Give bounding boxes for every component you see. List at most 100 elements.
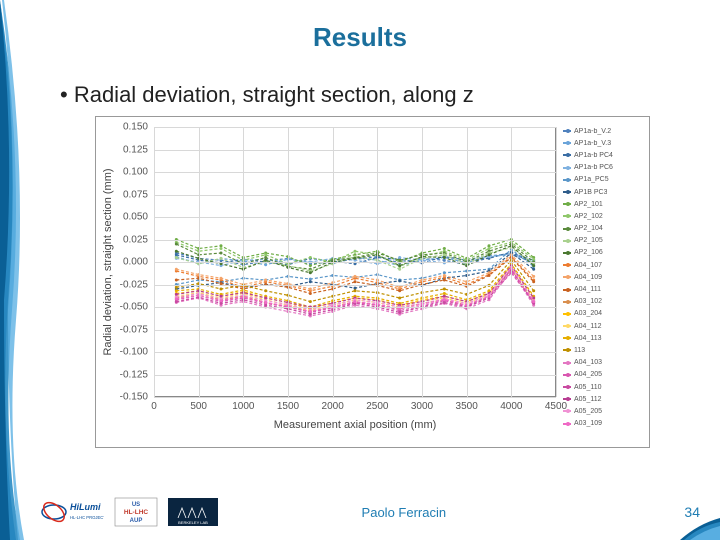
y-tick-label: 0.000 [123, 257, 148, 268]
footer-logos: HiLumi HL-LHC PROJECT US HL-LHC AUP BERK… [40, 497, 218, 527]
legend-label: AP2_102 [574, 213, 603, 220]
legend-label: AP2_106 [574, 249, 603, 256]
legend-label: AP1B PC3 [574, 189, 607, 196]
y-tick-label: -0.075 [120, 324, 148, 335]
legend-swatch [563, 142, 571, 144]
hilumi-logo: HiLumi HL-LHC PROJECT [40, 497, 104, 527]
x-tick-label: 2000 [322, 401, 344, 412]
legend-swatch [563, 349, 571, 351]
legend-swatch [563, 374, 571, 376]
legend-label: A03_102 [574, 298, 602, 305]
us-hllhc-logo: US HL-LHC AUP [114, 497, 158, 527]
x-tick-label: 1000 [232, 401, 254, 412]
legend-label: AP2_104 [574, 225, 603, 232]
legend-item: A05_110 [563, 381, 643, 393]
grid-line-horizontal [154, 217, 556, 218]
legend-item: AP2_102 [563, 210, 643, 222]
legend-swatch [563, 386, 571, 388]
footer: HiLumi HL-LHC PROJECT US HL-LHC AUP BERK… [40, 494, 700, 530]
legend-item: AP1a-b_V.3 [563, 137, 643, 149]
x-tick-label: 3000 [411, 401, 433, 412]
legend-label: A05_205 [574, 408, 602, 415]
legend-swatch [563, 410, 571, 412]
legend-item: A04_205 [563, 369, 643, 381]
legend-item: A05_205 [563, 405, 643, 417]
y-tick-label: 0.025 [123, 234, 148, 245]
y-tick-label: -0.025 [120, 279, 148, 290]
legend-swatch [563, 325, 571, 327]
legend-item: A03_109 [563, 418, 643, 430]
grid-line-horizontal [154, 397, 556, 398]
legend-item: AP2_105 [563, 235, 643, 247]
legend-item: AP2_104 [563, 223, 643, 235]
legend-item: A04_113 [563, 332, 643, 344]
grid-line-horizontal [154, 285, 556, 286]
legend-label: A04_112 [574, 323, 602, 330]
legend-label: A04_109 [574, 274, 602, 281]
legend-item: AP1a-b PC4 [563, 149, 643, 161]
legend-swatch [563, 337, 571, 339]
chart-legend: AP1a-b_V.2 AP1a-b_V.3 AP1a-b PC4 AP1a-b PC6… [563, 125, 643, 443]
legend-item: AP1a_PC5 [563, 174, 643, 186]
y-tick-label: -0.125 [120, 369, 148, 380]
y-tick-label: -0.100 [120, 347, 148, 358]
legend-label: A03_109 [574, 420, 602, 427]
legend-item: A04_111 [563, 283, 643, 295]
legend-label: A04_113 [574, 335, 602, 342]
grid-line-horizontal [154, 375, 556, 376]
legend-label: AP2_105 [574, 237, 603, 244]
footer-author: Paolo Ferracin [362, 505, 447, 520]
legend-swatch [563, 301, 571, 303]
legend-label: AP2_101 [574, 201, 603, 208]
grid-line-vertical [154, 127, 155, 397]
legend-swatch [563, 154, 571, 156]
chart-plot-area: Radial deviation, straight section (mm) … [154, 127, 556, 397]
y-axis-label: Radial deviation, straight section (mm) [102, 168, 114, 355]
x-tick-label: 2500 [366, 401, 388, 412]
legend-label: A04_111 [574, 286, 601, 293]
legend-swatch [563, 276, 571, 278]
legend-swatch [563, 191, 571, 193]
side-decor [0, 0, 28, 540]
x-tick-label: 0 [151, 401, 157, 412]
svg-text:HL-LHC PROJECT: HL-LHC PROJECT [70, 515, 104, 520]
legend-item: A03_102 [563, 296, 643, 308]
grid-line-horizontal [154, 307, 556, 308]
slide: Results Radial deviation, straight secti… [0, 0, 720, 540]
legend-label: AP1a-b_V.3 [574, 140, 611, 147]
legend-label: A04_205 [574, 371, 602, 378]
legend-label: AP1a-b PC6 [574, 164, 613, 171]
x-tick-label: 1500 [277, 401, 299, 412]
legend-label: AP1a_PC5 [574, 176, 609, 183]
legend-item: AP1a-b_V.2 [563, 125, 643, 137]
legend-item: A03_204 [563, 308, 643, 320]
legend-swatch [563, 130, 571, 132]
legend-swatch [563, 240, 571, 242]
chart-container: Radial deviation, straight section (mm) … [95, 116, 650, 448]
legend-swatch [563, 252, 571, 254]
legend-swatch [563, 264, 571, 266]
grid-line-vertical [556, 127, 557, 397]
x-tick-label: 500 [190, 401, 207, 412]
legend-item: A04_112 [563, 320, 643, 332]
y-tick-label: -0.150 [120, 392, 148, 403]
legend-label: A05_112 [574, 396, 602, 403]
title-text: Results [313, 22, 407, 52]
grid-line-horizontal [154, 150, 556, 151]
legend-label: A04_107 [574, 262, 602, 269]
grid-line-horizontal [154, 172, 556, 173]
x-tick-label: 3500 [456, 401, 478, 412]
corner-decor [680, 516, 720, 540]
legend-label: A03_204 [574, 310, 602, 317]
grid-line-horizontal [154, 330, 556, 331]
svg-text:BERKELEY LAB: BERKELEY LAB [178, 520, 208, 525]
svg-text:US: US [132, 502, 140, 508]
legend-swatch [563, 203, 571, 205]
y-tick-label: 0.125 [123, 144, 148, 155]
legend-item: AP2_101 [563, 198, 643, 210]
y-tick-label: 0.100 [123, 167, 148, 178]
legend-item: A04_107 [563, 259, 643, 271]
grid-line-horizontal [154, 352, 556, 353]
grid-line-vertical [333, 127, 334, 397]
svg-text:HiLumi: HiLumi [70, 502, 101, 512]
